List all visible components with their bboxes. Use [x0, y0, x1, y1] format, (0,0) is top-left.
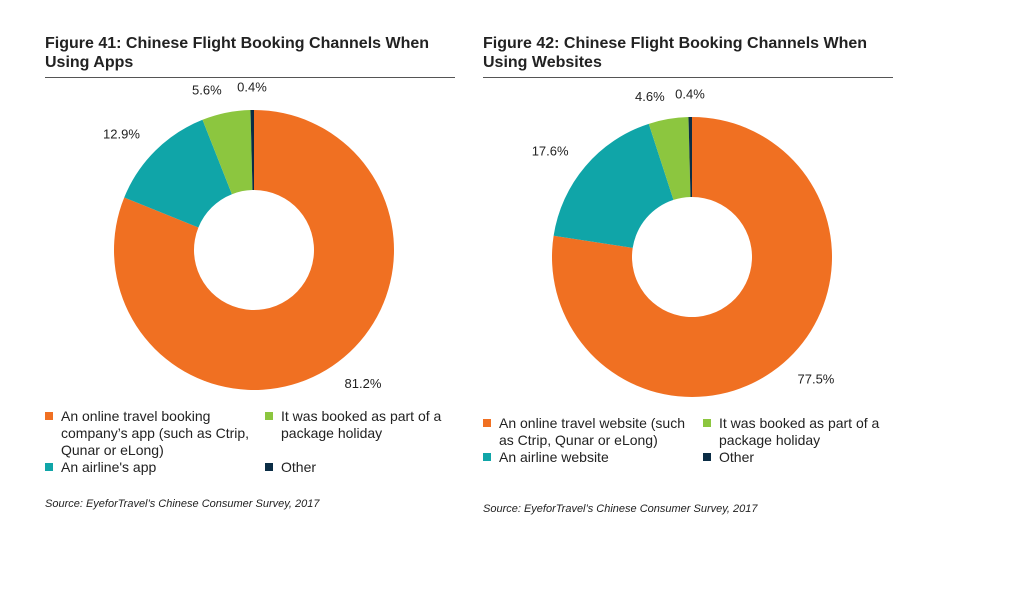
source-note: Source: EyeforTravel’s Chinese Consumer …: [483, 503, 758, 515]
legend-label: It was booked as part of a package holid…: [719, 415, 880, 448]
legend-label: An online travel website (such as Ctrip,…: [499, 415, 685, 448]
donut-slice: [648, 117, 691, 200]
legend: An online travel website (such as Ctrip,…: [483, 415, 893, 466]
donut-chart: 77.5% 17.6% 4.6% 0.4%: [532, 86, 835, 397]
legend: An online travel booking company’s app (…: [45, 408, 455, 476]
legend-label: An airline's app: [61, 459, 157, 475]
value-label: 12.9%: [103, 126, 140, 141]
donut-slice: [113, 110, 395, 391]
legend-item: Other: [265, 459, 455, 476]
donut-slice: [688, 117, 692, 198]
legend-item: It was booked as part of a package holid…: [703, 415, 893, 449]
legend-label: Other: [281, 459, 317, 475]
legend-swatch: [703, 453, 711, 461]
value-label: 4.6%: [635, 89, 665, 104]
chart-title: Figure 41: Chinese Flight Booking Channe…: [45, 35, 430, 71]
title-rule: [45, 77, 455, 78]
donut-slice: [202, 110, 253, 195]
legend-swatch: [265, 412, 273, 420]
legend-item: An online travel booking company’s app (…: [45, 408, 265, 459]
legend-swatch: [265, 463, 273, 471]
chart-title: Figure 42: Chinese Flight Booking Channe…: [483, 35, 868, 71]
donut-slice: [250, 110, 254, 191]
legend-item: An airline's app: [45, 459, 265, 476]
donut-slice: [553, 123, 674, 248]
legend-swatch: [45, 412, 53, 420]
legend-item: It was booked as part of a package holid…: [265, 408, 455, 459]
legend-label: Other: [719, 449, 755, 465]
legend-item: An online travel website (such as Ctrip,…: [483, 415, 703, 449]
source-note: Source: EyeforTravel’s Chinese Consumer …: [45, 498, 320, 510]
donut-chart: 81.2% 12.9% 5.6% 0.4%: [103, 79, 395, 391]
legend-label: An airline website: [499, 449, 609, 465]
legend-swatch: [703, 419, 711, 427]
value-label: 0.4%: [237, 79, 267, 94]
legend-swatch: [483, 419, 491, 427]
legend-label: An online travel booking company’s app (…: [61, 408, 250, 458]
legend-item: An airline website: [483, 449, 703, 466]
value-label: 77.5%: [798, 371, 835, 386]
legend-label: It was booked as part of a package holid…: [281, 408, 442, 441]
legend-swatch: [483, 453, 491, 461]
donut-slice: [124, 119, 232, 228]
title-rule: [483, 77, 893, 78]
donut-slice: [552, 117, 832, 397]
legend-item: Other: [703, 449, 893, 466]
legend-swatch: [45, 463, 53, 471]
value-label: 0.4%: [675, 86, 705, 101]
value-label: 81.2%: [345, 376, 382, 391]
chart-panel: Figure 41: Chinese Flight Booking Channe…: [45, 0, 465, 604]
value-label: 17.6%: [532, 144, 569, 159]
chart-panel: Figure 42: Chinese Flight Booking Channe…: [483, 0, 903, 604]
value-label: 5.6%: [192, 83, 222, 98]
